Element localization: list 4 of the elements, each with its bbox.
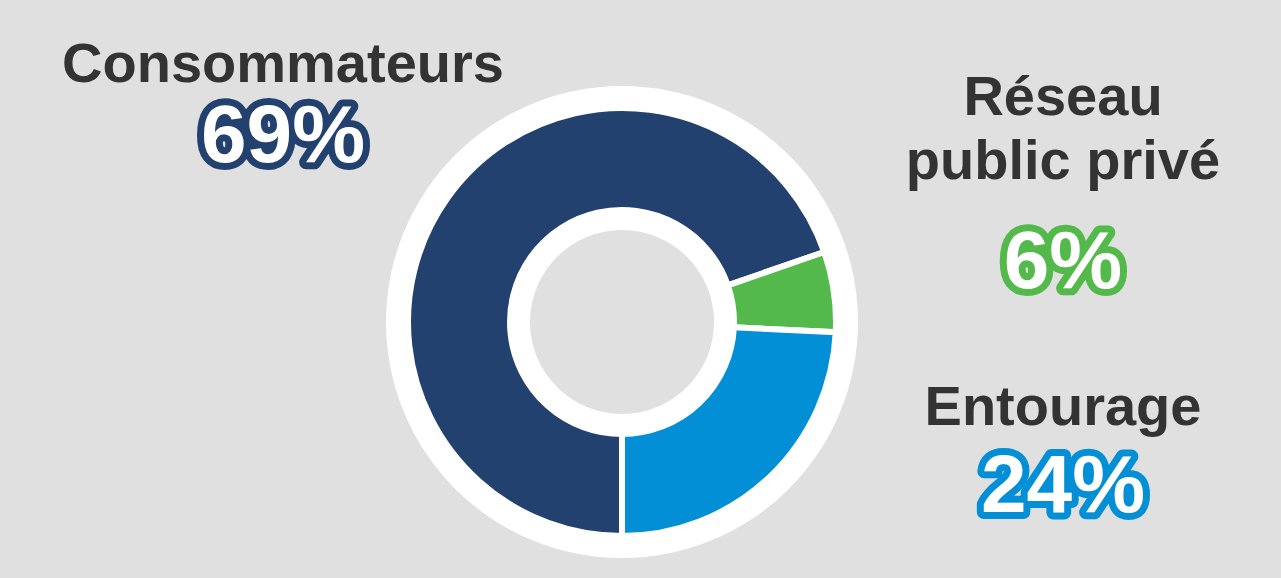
data-label: 6% [1003,214,1123,305]
slice-label: Réseau public privé [905,64,1221,191]
slice-label: Entourage [924,374,1202,437]
data-label: 24% [980,438,1146,529]
